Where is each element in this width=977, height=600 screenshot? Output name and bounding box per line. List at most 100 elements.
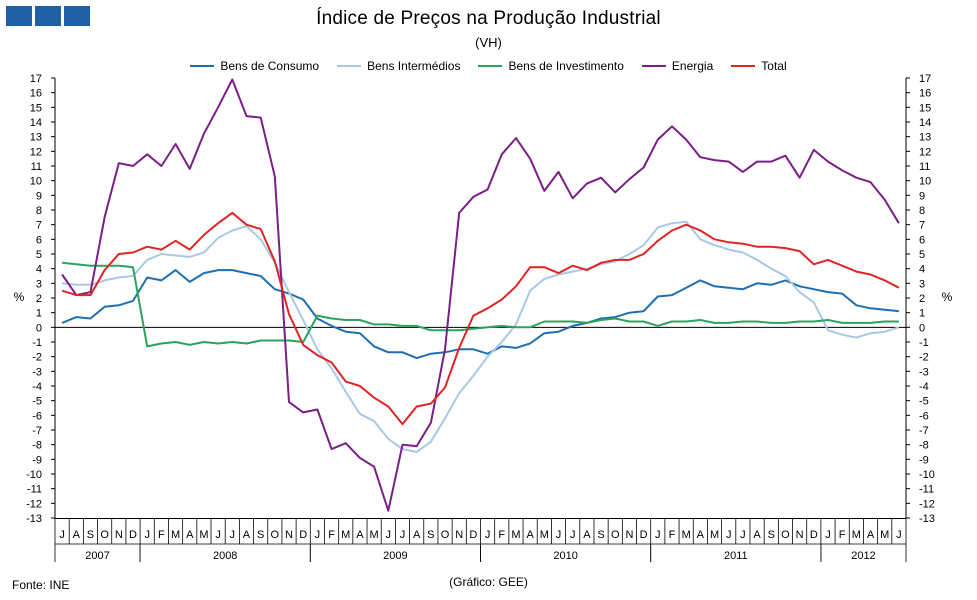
y-tick-label-right: 12 <box>919 146 931 158</box>
y-tick-label-right: 7 <box>919 220 925 232</box>
month-label: J <box>315 529 321 541</box>
month-label: A <box>583 529 591 541</box>
y-tick-label-right: -5 <box>919 396 929 408</box>
y-tick-label-left: 13 <box>30 132 42 144</box>
legend-swatch <box>337 65 362 67</box>
month-label: A <box>73 529 81 541</box>
month-label: N <box>625 529 633 541</box>
month-label: A <box>867 529 875 541</box>
legend-label: Bens de Investimento <box>508 59 624 73</box>
legend-item-bens-investimento: Bens de Investimento <box>478 59 624 73</box>
month-label: D <box>640 529 648 541</box>
month-label: M <box>682 529 691 541</box>
chart-title: Índice de Preços na Produção Industrial <box>316 8 661 29</box>
y-axis-label-left: % <box>14 290 25 304</box>
y-tick-label-right: 16 <box>919 88 931 100</box>
month-label: F <box>158 529 165 541</box>
month-label: M <box>171 529 180 541</box>
series-line-bens-intermedios <box>61 220 900 453</box>
y-tick-label-right: 10 <box>919 176 931 188</box>
month-label: N <box>796 529 804 541</box>
month-label: A <box>186 529 194 541</box>
month-label: M <box>540 529 549 541</box>
legend-item-bens-consumo: Bens de Consumo <box>190 59 319 73</box>
gee-logo <box>6 6 90 26</box>
legend-item-total: Total <box>731 59 787 73</box>
month-label: J <box>896 529 902 541</box>
y-tick-label-right: 5 <box>919 249 925 261</box>
legend-label: Total <box>761 59 787 73</box>
year-label: 2011 <box>724 550 748 562</box>
y-tick-label-left: -7 <box>32 425 42 437</box>
y-tick-label-right: 14 <box>919 117 931 129</box>
y-tick-label-right: 17 <box>919 73 931 85</box>
y-tick-label-left: 11 <box>31 161 42 173</box>
month-label: N <box>455 529 463 541</box>
month-label: F <box>498 529 505 541</box>
legend-label: Bens de Consumo <box>220 59 320 73</box>
year-label: 2008 <box>213 550 237 562</box>
y-tick-label-right: -3 <box>919 366 929 378</box>
month-label: F <box>839 529 846 541</box>
legend-label: Energia <box>671 59 714 73</box>
series-line-bens-de-consumo <box>61 269 900 360</box>
month-label: A <box>356 529 364 541</box>
y-tick-label-right: -1 <box>919 337 929 349</box>
legend-item-bens-intermedios: Bens Intermédios <box>337 59 460 73</box>
y-tick-label-right: 1 <box>919 308 925 320</box>
y-tick-label-left: -6 <box>32 410 42 422</box>
y-tick-label-right: -9 <box>919 454 929 466</box>
y-tick-label-left: 5 <box>36 249 42 261</box>
month-label: N <box>285 529 293 541</box>
month-label: S <box>257 529 264 541</box>
y-tick-label-right: 3 <box>919 278 925 290</box>
y-tick-label-right: 11 <box>919 161 930 173</box>
y-tick-label-right: -2 <box>919 352 929 364</box>
y-tick-label-left: 2 <box>36 293 42 305</box>
y-tick-label-left: -4 <box>32 381 42 393</box>
month-label: M <box>511 529 520 541</box>
month-label: M <box>710 529 719 541</box>
month-label: M <box>370 529 379 541</box>
year-label: 2010 <box>553 550 577 562</box>
chart-legend: Bens de Consumo Bens Intermédios Bens de… <box>0 59 977 73</box>
y-tick-label-left: 16 <box>30 88 42 100</box>
month-label: O <box>100 529 109 541</box>
month-label: J <box>144 529 150 541</box>
y-tick-label-left: -8 <box>32 440 42 452</box>
month-label: J <box>556 529 562 541</box>
legend-swatch <box>478 65 503 67</box>
y-tick-label-left: -13 <box>26 513 42 525</box>
source-note: Fonte: INE <box>12 578 70 592</box>
month-label: M <box>880 529 889 541</box>
month-label: J <box>230 529 236 541</box>
y-tick-label-right: 8 <box>919 205 925 217</box>
y-tick-label-right: 9 <box>919 190 925 202</box>
month-label: S <box>597 529 604 541</box>
legend-swatch <box>731 65 756 67</box>
month-label: J <box>386 529 392 541</box>
y-tick-label-left: 15 <box>30 102 42 114</box>
month-label: J <box>485 529 491 541</box>
month-label: S <box>87 529 94 541</box>
y-tick-label-left: 17 <box>30 73 42 85</box>
legend-label: Bens Intermédios <box>367 59 461 73</box>
y-tick-label-right: 13 <box>919 132 931 144</box>
y-tick-label-left: 6 <box>36 234 42 246</box>
y-tick-label-left: 10 <box>30 176 42 188</box>
month-label: S <box>768 529 775 541</box>
month-label: F <box>328 529 335 541</box>
series-line-energia <box>61 78 900 512</box>
y-tick-label-left: 12 <box>30 146 42 158</box>
month-label: M <box>341 529 350 541</box>
y-tick-label-right: -7 <box>919 425 929 437</box>
y-tick-label-right: -10 <box>919 469 935 481</box>
y-tick-label-right: 15 <box>919 102 931 114</box>
y-tick-label-left: 1 <box>36 308 42 320</box>
y-tick-label-left: 3 <box>36 278 42 290</box>
month-label: S <box>427 529 434 541</box>
month-label: J <box>726 529 732 541</box>
y-tick-label-left: 0 <box>36 322 42 334</box>
logo-block <box>35 6 61 26</box>
